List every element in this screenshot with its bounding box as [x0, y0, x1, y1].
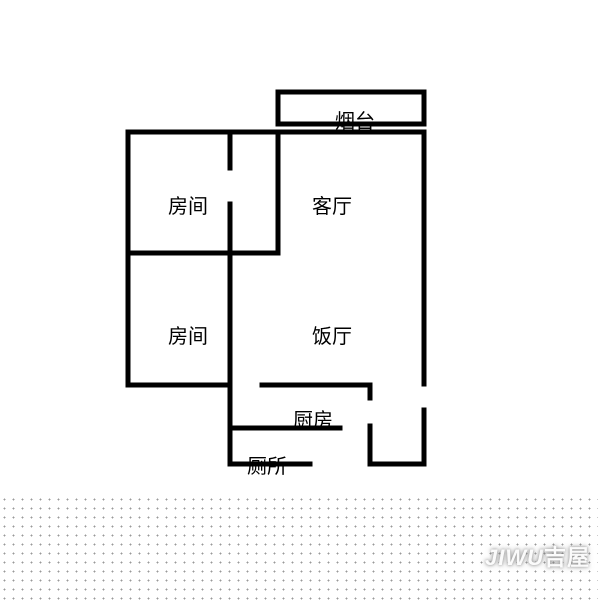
- label-living-room: 客厅: [312, 190, 352, 219]
- label-bedroom2: 房间: [168, 320, 208, 349]
- label-kitchen: 厨房: [293, 404, 333, 433]
- label-dining-room: 饭厅: [312, 320, 352, 349]
- watermark-cn: 吉屋: [544, 545, 590, 570]
- label-bathroom: 厕所: [247, 450, 287, 479]
- watermark-latin: JIWU: [485, 545, 544, 570]
- label-balcony: 烟台: [335, 105, 375, 134]
- watermark: JIWU吉屋: [485, 540, 590, 572]
- label-bedroom1: 房间: [168, 190, 208, 219]
